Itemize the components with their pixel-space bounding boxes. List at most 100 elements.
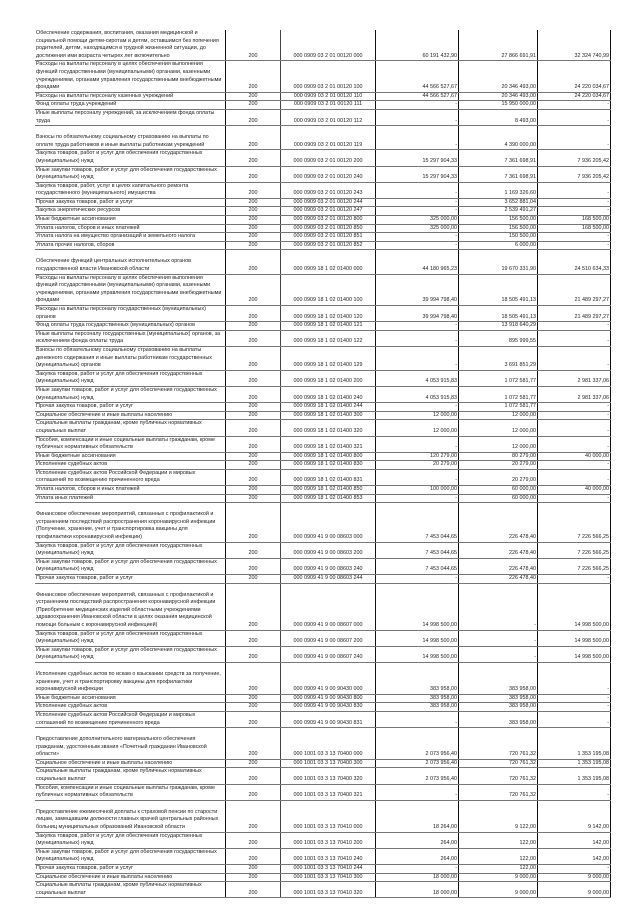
approved-amount: -: [375, 864, 459, 874]
row-name: Социальное обеспечение и иные выплаты на…: [35, 411, 226, 421]
executed-amount: 1 072 581,77: [458, 402, 538, 412]
table-row: Исполнение судебных актов Российской Фед…: [35, 711, 611, 729]
row-name: Исполнение судебных актов: [35, 460, 226, 470]
row-name: Иные выплаты персоналу государственных (…: [35, 330, 226, 347]
unexecuted-amount: 7 936 205,42: [537, 149, 611, 167]
line-code: 200: [225, 386, 281, 404]
line-code: 200: [225, 583, 281, 631]
line-code: 200: [225, 241, 281, 251]
line-code: 200: [225, 321, 281, 331]
row-name: Социальное обеспечение и иные выплаты на…: [35, 873, 226, 883]
budget-classification-code: 000 0909 03 2 01 00120 200: [280, 149, 376, 167]
table-row: Иные бюджетные ассигнования 200 000 0909 4…: [35, 694, 611, 704]
table-row: Социальные выплаты гражданам, кроме публ…: [35, 419, 611, 437]
executed-amount: 12 000,00: [458, 419, 538, 437]
approved-amount: 60 191 432,90: [375, 30, 459, 62]
unexecuted-amount: 40 000,00: [537, 485, 611, 495]
unexecuted-amount: 14 998 500,00: [537, 630, 611, 647]
row-name: Обеспечение содержания, воспитания, оказ…: [35, 30, 226, 62]
table-row: Иные бюджетные ассигнования 200 000 0909 1…: [35, 452, 611, 462]
line-code: 200: [225, 419, 281, 437]
approved-amount: 264,00: [375, 848, 459, 866]
unexecuted-amount: -: [537, 125, 611, 151]
executed-amount: 9 000,00: [458, 873, 538, 883]
table-row: Иные закупки товаров, работ и услуг для …: [35, 646, 611, 663]
row-name: Закупка товаров, работ, услуг в целях ка…: [35, 182, 226, 199]
table-row: Предоставление дополнительного материаль…: [35, 727, 611, 760]
budget-classification-code: 000 0909 18 1 02 01400 244: [280, 402, 376, 412]
approved-amount: 44 180 965,23: [375, 249, 459, 275]
row-name: Социальные выплаты гражданам, кроме публ…: [35, 419, 226, 437]
budget-classification-code: 000 0909 41 9 00 08603 000: [280, 502, 376, 543]
budget-classification-code: 000 0909 03 2 01 00120 111: [280, 100, 376, 110]
line-code: 200: [225, 694, 281, 704]
unexecuted-amount: 1 353 195,08: [537, 727, 611, 760]
line-code: 200: [225, 125, 281, 151]
budget-classification-code: 000 0909 03 2 01 00120 110: [280, 92, 376, 102]
approved-amount: -: [375, 232, 459, 242]
table-row: Закупка энергетических ресурсов 200 000 09…: [35, 206, 611, 217]
row-name: Закупка товаров, работ и услуг для обесп…: [35, 370, 226, 387]
line-code: 200: [225, 800, 281, 833]
budget-classification-code: 000 0909 41 9 00 08607 200: [280, 630, 376, 647]
row-name: Иные бюджетные ассигнования: [35, 452, 226, 462]
unexecuted-amount: -: [537, 206, 611, 217]
line-code: 200: [225, 542, 281, 559]
budget-classification-code: 000 0909 18 1 02 01400 831: [280, 469, 376, 487]
table-row: Иные бюджетные ассигнования 200 000 0909 0…: [35, 215, 611, 225]
budget-classification-code: 000 0909 18 1 02 01400 240: [280, 386, 376, 404]
line-code: 200: [225, 702, 281, 712]
executed-amount: 1 072 581,77: [458, 386, 538, 404]
table-row: Взносы по обязательному социальному стра…: [35, 125, 611, 151]
table-row: Исполнение судебных актов 200 000 0909 18 …: [35, 460, 611, 470]
table-row: Иные закупки товаров, работ и услуг для …: [35, 558, 611, 576]
approved-amount: 325 000,00: [375, 224, 459, 234]
unexecuted-amount: 14 998 500,00: [537, 646, 611, 663]
executed-amount: 12 000,00: [458, 436, 538, 453]
executed-amount: 60 000,00: [458, 485, 538, 495]
unexecuted-amount: -: [537, 232, 611, 242]
budget-classification-code: 000 0909 18 1 02 01400 321: [280, 436, 376, 453]
approved-amount: 18 264,00: [375, 800, 459, 833]
row-name: Финансовое обеспечение мероприятий, связ…: [35, 583, 226, 631]
budget-classification-code: 000 0909 41 9 00 08603 200: [280, 542, 376, 559]
line-code: 200: [225, 232, 281, 242]
row-name: Уплата иных платежей: [35, 494, 226, 504]
approved-amount: 15 297 904,33: [375, 166, 459, 183]
executed-amount: 9 000,00: [458, 881, 538, 899]
budget-classification-code: 000 0909 03 2 01 00120 852: [280, 241, 376, 251]
executed-amount: 226 478,40: [458, 558, 538, 576]
unexecuted-amount: 168 500,00: [537, 215, 611, 225]
budget-classification-code: 000 0909 03 2 01 00120 247: [280, 206, 376, 217]
table-row: Социальные выплаты гражданам, кроме публ…: [35, 881, 611, 899]
table-row: Расходы на выплаты персоналу казенных уч…: [35, 92, 611, 102]
line-code: 200: [225, 370, 281, 387]
executed-amount: 18 505 491,13: [458, 274, 538, 307]
unexecuted-amount: -: [537, 346, 611, 371]
row-name: Закупка товаров, работ и услуг для обесп…: [35, 149, 226, 167]
row-name: Социальные выплаты гражданам, кроме публ…: [35, 881, 226, 899]
executed-amount: 6 000,00: [458, 241, 538, 251]
approved-amount: 7 453 044,65: [375, 502, 459, 543]
unexecuted-amount: 168 500,00: [537, 224, 611, 234]
budget-classification-code: 000 0909 41 9 00 90430 831: [280, 711, 376, 729]
approved-amount: -: [375, 469, 459, 487]
row-name: Закупка энергетических ресурсов: [35, 206, 226, 217]
approved-amount: -: [375, 182, 459, 199]
unexecuted-amount: -: [537, 711, 611, 729]
unexecuted-amount: -: [537, 574, 611, 584]
executed-amount: 20 346 493,00: [458, 92, 538, 102]
row-name: Фонд оплаты труда учреждений: [35, 100, 226, 110]
table-row: Прочая закупка товаров, работ и услуг 200…: [35, 574, 611, 584]
line-code: 200: [225, 848, 281, 866]
budget-classification-code: 000 0909 03 2 01 00120 240: [280, 166, 376, 183]
executed-amount: -: [458, 630, 538, 647]
row-name: Уплата налога на имущество организаций и…: [35, 232, 226, 242]
unexecuted-amount: -: [537, 182, 611, 199]
executed-amount: 122,00: [458, 832, 538, 849]
table-row: Закупка товаров, работ и услуг для обесп…: [35, 370, 611, 387]
approved-amount: 7 453 044,65: [375, 558, 459, 576]
executed-amount: 3 652 881,04: [458, 198, 538, 208]
unexecuted-amount: -: [537, 109, 611, 127]
executed-amount: 80 279,00: [458, 452, 538, 462]
